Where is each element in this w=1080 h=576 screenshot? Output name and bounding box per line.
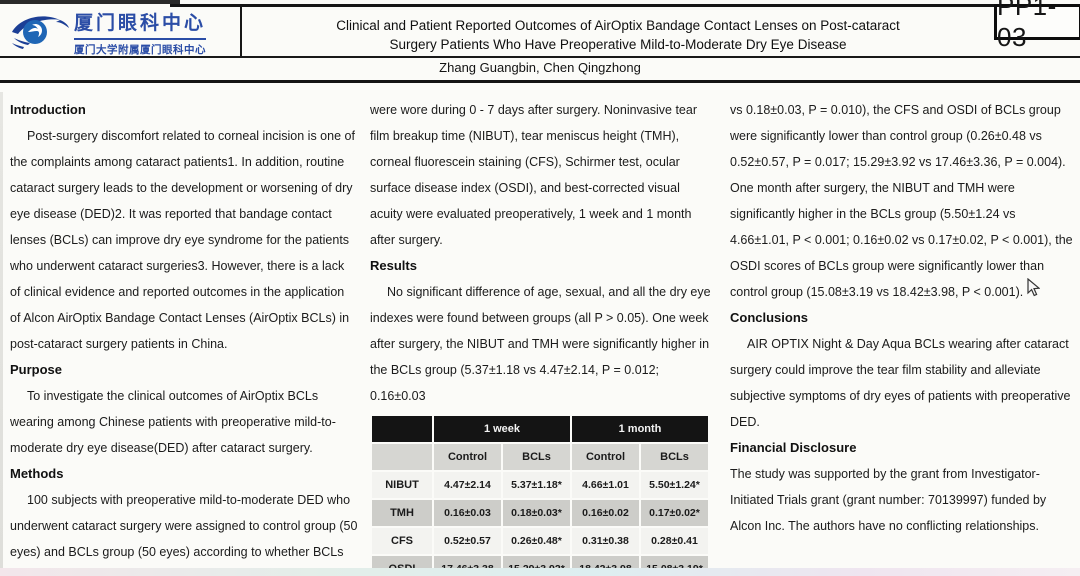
poster-id-badge: PP1-03 <box>994 0 1080 52</box>
header-top-border <box>170 4 1080 7</box>
table-cell: 0.31±0.38 <box>572 528 639 554</box>
table-cell: 5.50±1.24* <box>641 472 708 498</box>
eye-bird-logo-icon <box>12 16 69 49</box>
hospital-name: 厦门眼科中心 <box>74 8 207 40</box>
row-label: TMH <box>372 500 432 526</box>
introduction-heading: Introduction <box>10 102 86 117</box>
row-label: CFS <box>372 528 432 554</box>
photo-edge-artifact-left <box>0 92 3 570</box>
results-heading: Results <box>370 258 417 273</box>
methods-heading: Methods <box>10 466 64 481</box>
results-paragraph: No significant difference of age, sexual… <box>370 285 711 403</box>
authors-line: Zhang Guangbin, Chen Qingzhong <box>439 60 641 75</box>
column-conclusions: vs 0.18±0.03, P = 0.010), the CFS and OS… <box>730 97 1075 539</box>
title-author-divider <box>0 56 1080 58</box>
purpose-heading: Purpose <box>10 362 63 377</box>
table-subheader: Control <box>572 444 639 470</box>
methods-continued-paragraph: were wore during 0 - 7 days after surger… <box>370 103 698 247</box>
financial-disclosure-heading: Financial Disclosure <box>730 440 857 455</box>
table-row-tmh: TMH 0.16±0.03 0.18±0.03* 0.16±0.02 0.17±… <box>372 500 708 526</box>
row-label: NIBUT <box>372 472 432 498</box>
hospital-logo: 厦门眼科中心 厦门大学附属厦门眼科中心 <box>8 8 236 57</box>
table-group-header-row: 1 week 1 month <box>372 416 708 442</box>
table-row-nibut: NIBUT 4.47±2.14 5.37±1.18* 4.66±1.01 5.5… <box>372 472 708 498</box>
table-subheader: BCLs <box>503 444 570 470</box>
column-results: were wore during 0 - 7 days after surger… <box>370 97 714 576</box>
conclusions-paragraph: AIR OPTIX Night & Day Aqua BCLs wearing … <box>730 337 1071 429</box>
table-subheader: Control <box>434 444 501 470</box>
poster-title-line2: Surgery Patients Who Have Preoperative M… <box>389 37 847 52</box>
table-cell: 0.26±0.48* <box>503 528 570 554</box>
table-cell: 0.17±0.02* <box>641 500 708 526</box>
table-group-1week: 1 week <box>434 416 570 442</box>
methods-paragraph: 100 subjects with preoperative mild-to-m… <box>10 493 358 559</box>
conclusions-heading: Conclusions <box>730 310 809 325</box>
poster-title: Clinical and Patient Reported Outcomes o… <box>252 16 984 54</box>
table-cell: 4.66±1.01 <box>572 472 639 498</box>
photo-edge-artifact-bottom <box>0 568 1080 576</box>
table-subheader-row: Control BCLs Control BCLs <box>372 444 708 470</box>
introduction-paragraph: Post-surgery discomfort related to corne… <box>10 129 355 351</box>
table-cell: 0.16±0.02 <box>572 500 639 526</box>
table-corner-cell2 <box>372 444 432 470</box>
table-cell: 0.52±0.57 <box>434 528 501 554</box>
table-cell: 0.28±0.41 <box>641 528 708 554</box>
photo-edge-artifact <box>0 0 180 4</box>
column-introduction: Introduction Post-surgery discomfort rel… <box>10 97 358 565</box>
table-subheader: BCLs <box>641 444 708 470</box>
table-cell: 0.18±0.03* <box>503 500 570 526</box>
table-cell: 0.16±0.03 <box>434 500 501 526</box>
results-table: 1 week 1 month Control BCLs Control BCLs… <box>370 414 710 576</box>
hospital-logo-text: 厦门眼科中心 厦门大学附属厦门眼科中心 <box>74 8 207 57</box>
hospital-subtitle: 厦门大学附属厦门眼科中心 <box>74 43 206 56</box>
purpose-paragraph: To investigate the clinical outcomes of … <box>10 389 336 455</box>
results-continued-paragraph: vs 0.18±0.03, P = 0.010), the CFS and OS… <box>730 103 1073 299</box>
table-group-1month: 1 month <box>572 416 708 442</box>
table-row-cfs: CFS 0.52±0.57 0.26±0.48* 0.31±0.38 0.28±… <box>372 528 708 554</box>
financial-disclosure-paragraph: The study was supported by the grant fro… <box>730 467 1047 533</box>
table-cell: 4.47±2.14 <box>434 472 501 498</box>
mouse-pointer-icon <box>1027 277 1041 302</box>
logo-divider <box>240 5 242 56</box>
poster-title-line1: Clinical and Patient Reported Outcomes o… <box>336 18 900 33</box>
table-corner-cell <box>372 416 432 442</box>
header-bottom-border <box>0 80 1080 83</box>
table-cell: 5.37±1.18* <box>503 472 570 498</box>
